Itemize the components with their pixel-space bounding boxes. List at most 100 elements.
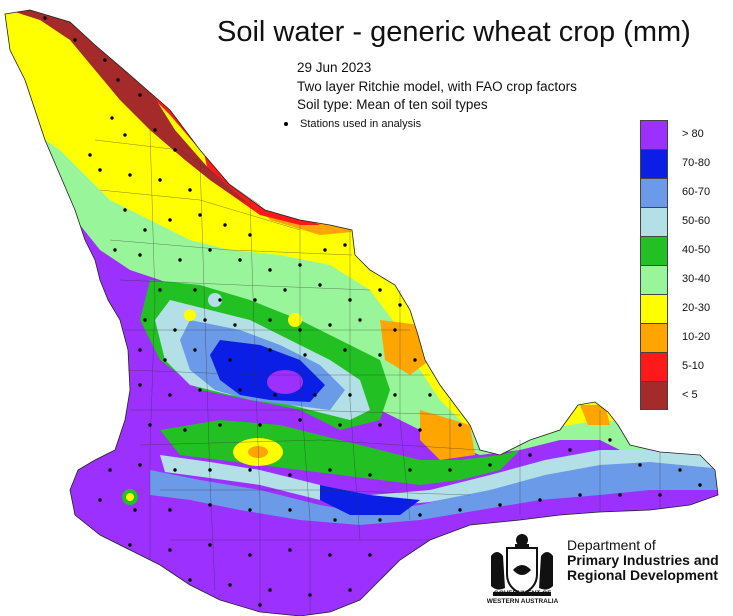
station-dots — [43, 16, 702, 607]
station-dot — [378, 518, 382, 522]
station-dot — [288, 508, 292, 512]
station-dot — [128, 543, 132, 547]
legend-label: 30-40 — [682, 273, 711, 285]
station-dot — [658, 493, 662, 497]
station-dot — [258, 603, 262, 607]
station-dot — [413, 358, 417, 362]
station-dot — [183, 428, 187, 432]
station-dot — [73, 38, 77, 42]
station-dot — [193, 288, 197, 292]
station-dot — [253, 298, 257, 302]
department-line1: Department of — [567, 537, 656, 553]
legend-label: 40-50 — [682, 244, 711, 256]
station-dot — [198, 388, 202, 392]
legend-label: 5-10 — [682, 360, 705, 372]
station-dot — [138, 383, 142, 387]
station-dot — [88, 153, 92, 157]
soil-type: Soil type: Mean of ten soil types — [297, 97, 488, 112]
station-dot — [398, 303, 402, 307]
station-dot — [608, 438, 612, 442]
station-dot — [538, 498, 542, 502]
station-dot — [258, 423, 262, 427]
station-dot — [138, 463, 142, 467]
station-dot — [248, 233, 252, 237]
station-dot — [498, 503, 502, 507]
station-dot — [328, 468, 332, 472]
station-dot — [188, 578, 192, 582]
station-dot — [198, 213, 202, 217]
station-dot — [173, 148, 177, 152]
shire-boundaries — [94, 129, 661, 614]
station-dot — [338, 423, 342, 427]
stations-note: Stations used in analysis — [300, 118, 422, 130]
station-dot — [273, 393, 277, 397]
station-dot — [618, 493, 622, 497]
station-dot — [233, 323, 237, 327]
station-dot — [208, 248, 212, 252]
station-dot — [283, 288, 287, 292]
station-dot — [368, 553, 372, 557]
station-dot — [123, 208, 127, 212]
station-dot — [288, 548, 292, 552]
station-dot — [248, 468, 252, 472]
station-dot — [223, 223, 227, 227]
legend-label: 60-70 — [682, 186, 711, 198]
station-dot — [268, 588, 272, 592]
legend-label: 70-80 — [682, 157, 711, 169]
station-dot — [228, 358, 232, 362]
model-description: Two layer Ritchie model, with FAO crop f… — [297, 79, 577, 94]
station-dot — [208, 543, 212, 547]
station-dot — [568, 448, 572, 452]
station-dot — [368, 473, 372, 477]
station-dot — [488, 463, 492, 467]
station-dot — [428, 393, 432, 397]
station-dot — [268, 348, 272, 352]
crest-caption-line1: GOVERNMENT OF — [493, 590, 552, 597]
station-dot — [168, 393, 172, 397]
station-dot — [303, 353, 307, 357]
station-dot — [378, 423, 382, 427]
station-dot — [638, 463, 642, 467]
station-dot — [268, 318, 272, 322]
station-dot — [408, 468, 412, 472]
station-dot — [113, 248, 117, 252]
station-dot — [298, 328, 302, 332]
station-dot — [138, 93, 142, 97]
crest-caption: GOVERNMENT OF WESTERN AUSTRALIA — [475, 590, 570, 606]
station-dot — [328, 323, 332, 327]
station-dot — [208, 468, 212, 472]
station-dot — [138, 348, 142, 352]
station-dot — [128, 173, 132, 177]
station-dot — [343, 348, 347, 352]
station-dot — [108, 468, 112, 472]
legend-swatch — [640, 120, 668, 149]
station-dot — [378, 353, 382, 357]
station-dot — [323, 248, 327, 252]
station-dot — [168, 508, 172, 512]
legend-swatch — [640, 178, 668, 207]
station-dot — [116, 78, 120, 82]
legend-swatch — [640, 352, 668, 381]
station-dot — [458, 423, 462, 427]
station-dot — [148, 423, 152, 427]
station-dot — [238, 258, 242, 262]
department-line2: Primary Industries and — [567, 553, 719, 568]
station-dot — [348, 588, 352, 592]
station-dot — [348, 298, 352, 302]
station-dot — [328, 553, 332, 557]
legend-swatch — [640, 323, 668, 352]
station-dot — [43, 16, 47, 20]
legend-swatch — [640, 265, 668, 294]
station-dot — [418, 513, 422, 517]
station-dot — [288, 473, 292, 477]
coastline — [4, 9, 719, 616]
station-dot — [153, 128, 157, 132]
station-dot — [178, 258, 182, 262]
station-dot — [98, 498, 102, 502]
station-dot — [103, 58, 107, 62]
station-dot — [138, 253, 142, 257]
station-dot — [228, 583, 232, 587]
crest-caption-line2: WESTERN AUSTRALIA — [486, 598, 559, 605]
legend-swatch — [640, 207, 668, 236]
